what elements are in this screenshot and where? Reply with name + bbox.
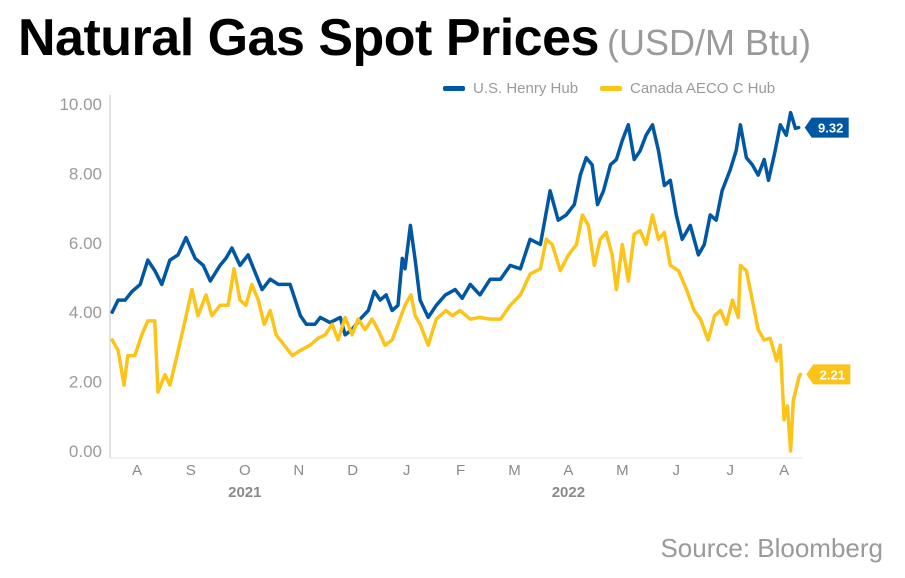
end-value-badge — [804, 117, 849, 138]
legend-swatch-henry-hub — [443, 86, 465, 91]
y-tick-label: 10.00 — [59, 95, 102, 114]
title-text: Natural Gas Spot Prices — [18, 9, 599, 67]
x-tick-label: J — [673, 462, 681, 479]
legend-swatch-aeco — [600, 86, 623, 91]
end-value-label: 9.32 — [818, 121, 843, 136]
x-tick-label: O — [239, 462, 251, 479]
x-tick-label: A — [563, 462, 573, 479]
legend-item-henry-hub: U.S. Henry Hub — [443, 80, 578, 97]
y-tick-label: 6.00 — [69, 234, 102, 253]
x-tick-label: A — [132, 462, 142, 479]
y-tick-label: 8.00 — [69, 164, 102, 183]
series-line-henry-hub — [110, 110, 801, 337]
y-tick-label: 4.00 — [69, 303, 102, 322]
source-note: Source: Bloomberg — [660, 533, 883, 563]
x-tick-label: M — [508, 462, 521, 479]
legend-label-henry-hub: U.S. Henry Hub — [473, 80, 579, 97]
end-value-label: 2.21 — [820, 367, 845, 382]
x-tick-label: N — [293, 462, 304, 479]
x-tick-label: J — [726, 462, 734, 479]
y-tick-label: 2.00 — [69, 373, 102, 392]
legend: U.S. Henry Hub Canada AECO C Hub — [443, 80, 775, 97]
legend-label-aeco: Canada AECO C Hub — [630, 80, 776, 97]
x-tick-label: F — [456, 462, 465, 479]
unit-text: (USD/M Btu) — [606, 22, 811, 63]
y-tick-label: 0.00 — [69, 442, 102, 461]
series-line-aeco — [110, 213, 803, 453]
year-label: 2022 — [552, 484, 585, 501]
chart-title: Natural Gas Spot Prices (USD/M Btu) — [18, 8, 811, 68]
x-tick-label: A — [779, 462, 789, 479]
legend-item-aeco: Canada AECO C Hub — [600, 80, 775, 97]
x-tick-label: M — [616, 462, 629, 479]
end-value-badge — [806, 364, 851, 385]
x-tick-label: S — [186, 462, 196, 479]
x-tick-label: D — [347, 462, 358, 479]
x-tick-label: J — [403, 462, 411, 479]
year-label: 2021 — [228, 484, 261, 501]
